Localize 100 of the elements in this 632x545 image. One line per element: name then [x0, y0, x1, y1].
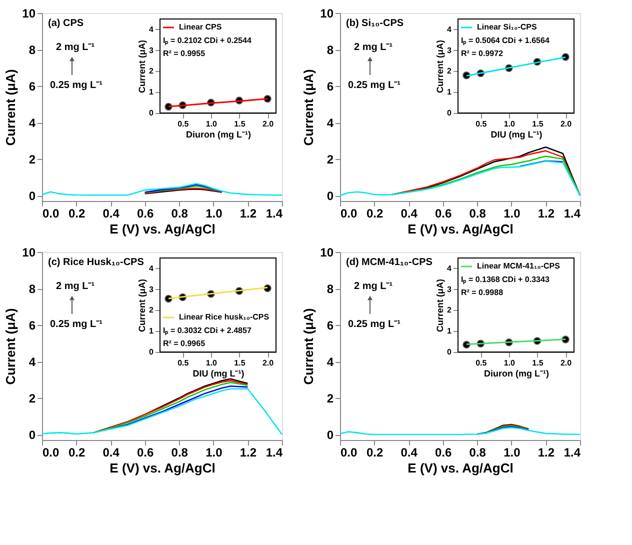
- y-tick-label: 4: [326, 116, 334, 130]
- y-tick-label: 3: [447, 284, 452, 294]
- annotation: Iₚ = 0.5064 CDi + 1.6564: [461, 36, 550, 46]
- x-tick-label: 0.4: [400, 206, 418, 220]
- x-tick-label: 0.0: [340, 446, 358, 460]
- chart-title: (b) Si₁₀-CPS: [346, 18, 404, 29]
- x-tick-label: 0.0: [340, 206, 358, 220]
- x-tick-label: 1.0: [504, 358, 516, 368]
- y-tick-label: 2: [28, 152, 36, 167]
- annotation: R² = 0.9965: [163, 339, 206, 348]
- y-tick-label: 4: [149, 24, 154, 34]
- y-tick-label: 1: [447, 326, 452, 336]
- y-tick-label: 4: [28, 116, 36, 130]
- y-tick-label: 4: [326, 355, 334, 370]
- y-axis-title: Current (μA): [137, 40, 148, 94]
- x-axis-title: DIU (mg L⁻¹): [192, 368, 244, 378]
- y-tick-label: 8: [28, 282, 36, 296]
- x-tick-label: 0.6: [435, 206, 452, 220]
- y-axis-title: Current (μA): [301, 308, 316, 385]
- x-tick-label: 2.0: [560, 120, 572, 128]
- x-tick-label: 0.8: [171, 446, 188, 460]
- line-series: [485, 424, 530, 434]
- y-axis-title: Current (μA): [137, 278, 148, 332]
- x-tick-label: 0.5: [178, 358, 190, 368]
- x-tick-label: 0.2: [366, 206, 384, 220]
- x-tick-label: 2.0: [262, 120, 274, 128]
- y-tick-label: 0: [447, 108, 452, 118]
- x-tick-label: 0.5: [476, 120, 488, 128]
- y-tick-label: 8: [326, 43, 334, 58]
- x-tick-label: 1.0: [206, 358, 218, 368]
- y-tick-label: 0: [28, 189, 36, 204]
- x-axis-title: Diuron (mg L⁻¹): [186, 130, 251, 140]
- chart-title: (d) MCM-41₁₀-CPS: [346, 257, 433, 268]
- x-tick-label: 1.0: [504, 206, 521, 220]
- x-axis-title: E (V) vs. Ag/AgCl: [110, 460, 216, 476]
- x-tick-label: 1.5: [532, 120, 544, 128]
- y-tick-label: 0: [447, 348, 452, 356]
- annotation: Iₚ = 0.2102 CDi + 0.2544: [163, 36, 252, 46]
- y-tick-label: 6: [326, 80, 334, 94]
- x-tick-label: 0.6: [137, 446, 154, 460]
- x-tick-label: 1.4: [266, 446, 283, 460]
- line-series: [339, 426, 581, 436]
- x-axis-title: E (V) vs. Ag/AgCl: [408, 222, 514, 236]
- annotation: 0.25 mg L⁻¹: [348, 319, 402, 330]
- x-tick-label: 0.8: [469, 206, 486, 220]
- y-tick-label: 2: [28, 392, 36, 406]
- legend-label: Linear Rice husk₁₀-CPS: [179, 312, 270, 322]
- x-tick-label: 0.5: [178, 120, 190, 128]
- annotation: Iₚ = 0.1368 CDi + 0.3343: [461, 275, 550, 285]
- y-tick-label: 0: [28, 428, 36, 442]
- legend-label: Linear Si₁₀-CPS: [477, 22, 538, 32]
- annotation: R² = 0.9972: [461, 49, 504, 58]
- y-tick-label: 10: [320, 246, 334, 260]
- x-tick-label: 0.4: [102, 206, 120, 220]
- y-tick-label: 6: [326, 318, 334, 333]
- x-tick-label: 1.5: [234, 120, 246, 128]
- y-tick-label: 3: [447, 46, 452, 55]
- y-tick-label: 8: [326, 282, 334, 296]
- annotation: 0.25 mg L⁻¹: [50, 80, 104, 91]
- y-tick-label: 0: [149, 108, 154, 118]
- y-axis-title: Current (μA): [3, 308, 18, 385]
- y-tick-label: 2: [447, 66, 452, 76]
- x-tick-label: 2.0: [560, 358, 572, 368]
- x-axis-title: E (V) vs. Ag/AgCl: [110, 222, 216, 236]
- y-tick-label: 10: [22, 6, 36, 20]
- y-tick-label: 2: [149, 306, 154, 315]
- annotation: 2 mg L⁻¹: [56, 281, 96, 292]
- x-tick-label: 2.0: [262, 358, 274, 368]
- annotation: 0.25 mg L⁻¹: [348, 80, 402, 91]
- x-tick-label: 0.2: [366, 446, 384, 460]
- x-tick-label: 1.0: [206, 120, 218, 128]
- x-tick-label: 0.2: [68, 206, 86, 220]
- x-tick-label: 1.2: [538, 206, 555, 220]
- y-tick-label: 8: [28, 43, 36, 58]
- x-tick-label: 0.0: [42, 206, 60, 220]
- y-tick-label: 6: [28, 80, 36, 94]
- x-tick-label: 1.4: [564, 206, 581, 220]
- y-tick-label: 6: [28, 318, 36, 333]
- x-tick-label: 1.0: [504, 120, 516, 128]
- annotation: 2 mg L⁻¹: [354, 42, 394, 53]
- x-axis-title: E (V) vs. Ag/AgCl: [408, 460, 514, 476]
- annotation: Iₚ = 0.3032 CDi + 2.4857: [163, 326, 252, 336]
- x-tick-label: 0.6: [137, 206, 154, 220]
- annotation: 0.25 mg L⁻¹: [50, 319, 104, 330]
- chart-title: (a) CPS: [48, 18, 84, 29]
- y-axis-title: Current (μA): [3, 69, 18, 146]
- y-tick-label: 4: [447, 24, 452, 34]
- x-tick-label: 1.0: [206, 446, 223, 460]
- y-axis-title: Current (μA): [301, 69, 316, 146]
- x-tick-label: 1.0: [206, 206, 223, 220]
- x-tick-label: 0.4: [102, 446, 120, 460]
- y-tick-label: 1: [447, 88, 452, 97]
- line-series: [339, 160, 581, 196]
- y-tick-label: 1: [149, 326, 154, 336]
- x-axis-title: DIU (mg L⁻¹): [490, 130, 542, 140]
- x-tick-label: 1.5: [234, 358, 246, 368]
- annotation: R² = 0.9955: [163, 49, 206, 58]
- y-tick-label: 1: [149, 88, 154, 97]
- y-tick-label: 3: [149, 46, 154, 55]
- line-series: [41, 183, 283, 196]
